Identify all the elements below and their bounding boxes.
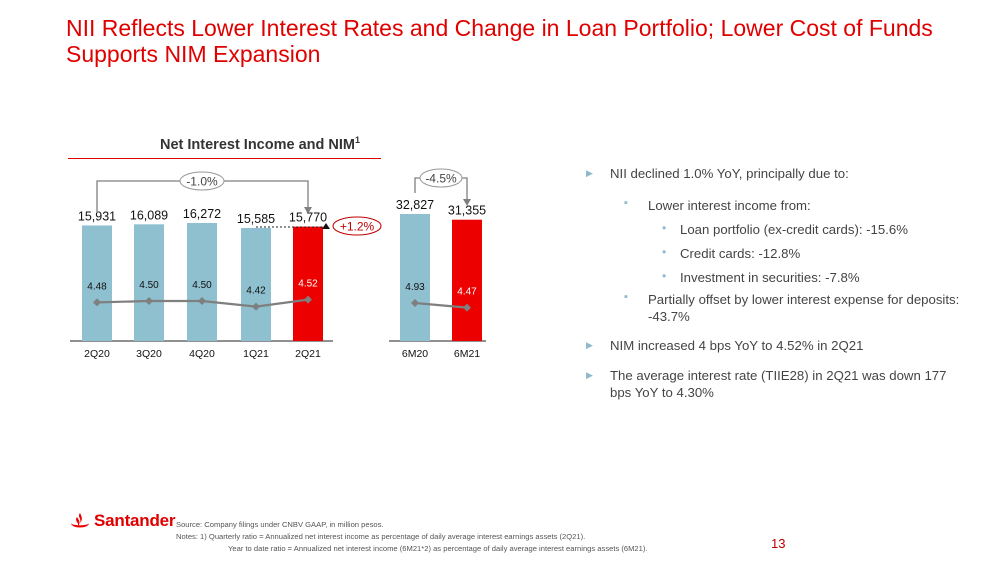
qoq-change-badge [332,216,382,236]
ytd-nim-label-6M20: 4.93 [405,282,425,293]
footnotes: Source: Company filings under CNBV GAAP,… [176,519,648,555]
ytd-bar-label-6M20: 32,827 [396,198,434,212]
quarterly-bar-label-2Q20: 15,931 [78,209,116,223]
bullet-text: Lower interest income from: [648,198,811,213]
dot-bullet-icon: • [662,221,667,235]
quarterly-nim-point-3Q20 [145,297,153,305]
source-note: Source: Company filings under CNBV GAAP,… [176,520,384,529]
square-bullet-icon: ▪ [624,291,628,303]
bullet-text: The average interest rate (TIIE28) in 2Q… [610,368,947,400]
bullet-text: Credit cards: -12.8% [680,246,801,261]
quarterly-nim-label-2Q20: 4.48 [87,281,107,292]
quarterly-tick-3Q20: 3Q20 [136,348,162,360]
chart-title-text: Net Interest Income and NIM [160,136,355,153]
flame-icon [71,513,89,528]
square-bullet-icon: ▪ [624,197,628,209]
ytd-change-badge [419,168,463,188]
note-2: Year to date ratio = Annualized net inte… [228,544,648,553]
chart-title-footnote: 1 [354,135,360,145]
yoy-bracket-arrow-icon [304,207,312,214]
qoq-change-text: +1.2% [340,220,375,234]
quarterly-bar-label-2Q21: 15,770 [289,211,327,225]
ytd-tick-6M21: 6M21 [454,348,480,360]
quarterly-nim-point-2Q21 [304,295,312,304]
quarterly-bar-4Q20 [187,223,217,341]
ytd-change-text: -4.5% [425,172,457,186]
santander-logo: Santander [70,511,176,531]
quarterly-nim-label-4Q20: 4.50 [192,280,212,291]
quarterly-nim-label-3Q20: 4.50 [139,280,159,291]
ytd-nim-line [414,301,468,309]
ytd-bar-label-6M21: 31,355 [448,204,486,218]
triangle-bullet-icon: ▶ [586,340,593,350]
ytd-bracket-arrow-icon [463,199,471,206]
quarterly-bar-label-4Q20: 16,272 [183,207,221,221]
quarterly-nim-point-1Q21 [252,302,260,311]
note-1: Notes: 1) Quarterly ratio = Annualized n… [176,532,586,541]
quarterly-bar-3Q20 [134,224,164,341]
quarterly-bar-label-3Q20: 16,089 [130,208,168,222]
chart-title: Net Interest Income and NIM1 [160,135,360,153]
quarterly-nim-label-2Q21: 4.52 [298,279,318,290]
quarterly-tick-2Q21: 2Q21 [295,348,321,360]
ytd-nim-label-6M21: 4.47 [457,287,477,298]
quarterly-nim-point-4Q20 [198,297,206,305]
bullet-text: Partially offset by lower interest expen… [648,292,960,324]
dot-bullet-icon: • [662,245,667,259]
bullet-text: NIM increased 4 bps YoY to 4.52% in 2Q21 [610,338,864,353]
quarterly-tick-4Q20: 4Q20 [189,348,215,360]
bullet-text: Investment in securities: -7.8% [680,270,860,285]
quarterly-bar-1Q21 [241,227,271,341]
ytd-tick-6M20: 6M20 [402,348,428,360]
quarterly-nim-point-2Q20 [93,298,101,307]
ytd-bar-6M20 [400,214,430,341]
qoq-arrow-icon [322,223,330,229]
ytd-nim-point-6M21 [463,303,471,312]
triangle-bullet-icon: ▶ [586,370,593,380]
ytd-bar-6M21 [452,219,482,341]
quarterly-tick-2Q20: 2Q20 [84,348,110,360]
yoy-change-text: -1.0% [186,175,218,189]
bullet-text: NII declined 1.0% YoY, principally due t… [610,166,849,181]
ytd-nim-point-6M20 [411,299,419,307]
quarterly-bar-2Q21 [293,226,323,341]
quarterly-tick-1Q21: 1Q21 [243,348,269,360]
quarterly-bar-2Q20 [82,225,112,341]
quarterly-nim-label-1Q21: 4.42 [246,286,266,297]
brand-name: Santander [94,511,176,530]
page-title: NII Reflects Lower Interest Rates and Ch… [66,15,933,67]
bullet-text: Loan portfolio (ex-credit cards): -15.6% [680,222,908,237]
dot-bullet-icon: • [662,269,667,283]
triangle-bullet-icon: ▶ [586,168,593,178]
yoy-change-badge [179,171,225,191]
quarterly-bar-label-1Q21: 15,585 [237,212,275,226]
page-number: 13 [771,536,786,551]
chart-title-rule [68,158,381,159]
